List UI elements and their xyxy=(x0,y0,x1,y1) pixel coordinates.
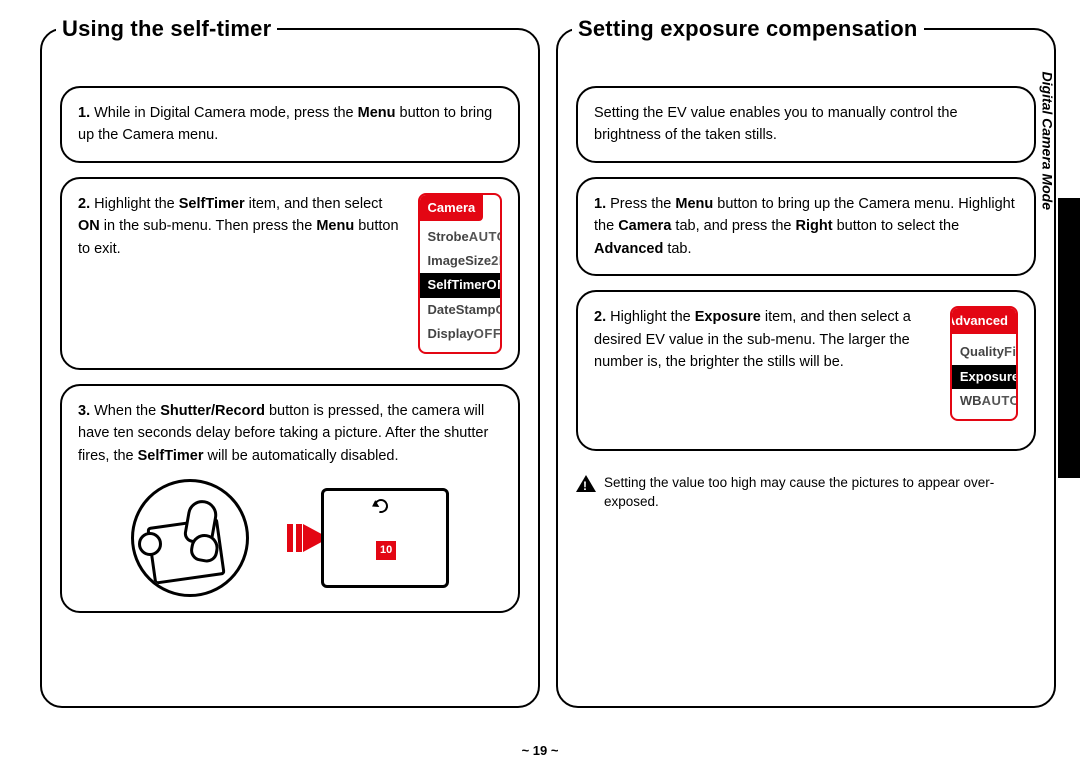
menu-item: DisplayOFF xyxy=(428,322,492,346)
advanced-menu-box: Advanced QualityFine Exposure0 WBAUTO xyxy=(950,306,1018,421)
step-number: 3. xyxy=(78,403,90,419)
step-text: While in Digital Camera mode, press the xyxy=(94,105,358,121)
menu-item: ImageSize2M xyxy=(428,249,492,273)
section-tab xyxy=(1058,198,1080,478)
press-shutter-illustration xyxy=(131,479,249,597)
step-number: 1. xyxy=(594,196,606,212)
warning-note: Setting the value too high may cause the… xyxy=(576,473,1036,512)
menu-item-selected: Exposure0 xyxy=(952,365,1016,389)
lcd-countdown-illustration: 10 xyxy=(321,488,449,588)
intro-block: Setting the EV value enables you to manu… xyxy=(576,86,1036,163)
panel-title: Using the self-timer xyxy=(56,16,277,42)
menu-tab: Camera xyxy=(420,195,484,221)
illustration-row: 10 xyxy=(78,479,502,597)
warning-text: Setting the value too high may cause the… xyxy=(604,473,1036,512)
section-tab-label: Digital Camera Mode xyxy=(1039,72,1055,210)
step-text-block: 2. Highlight the SelfTimer item, and the… xyxy=(78,193,406,260)
step-1: 1. Press the Menu button to bring up the… xyxy=(576,177,1036,276)
arrow-icon xyxy=(263,524,307,552)
panel-exposure-compensation: Setting exposure compensation Setting th… xyxy=(556,28,1056,708)
step-2: 2. Highlight the Exposure item, and then… xyxy=(576,290,1036,451)
step-text-block: 2. Highlight the Exposure item, and then… xyxy=(594,306,938,373)
camera-menu-box: Camera StrobeAUTO ImageSize2M SelfTimerO… xyxy=(418,193,502,354)
step-number: 1. xyxy=(78,105,90,121)
panel-self-timer: Using the self-timer 1. While in Digital… xyxy=(40,28,540,708)
step-1: 1. While in Digital Camera mode, press t… xyxy=(60,86,520,163)
menu-item: WBAUTO xyxy=(960,389,1008,413)
menu-item: DateStampOFF xyxy=(428,298,492,322)
countdown-badge: 10 xyxy=(376,541,396,560)
step-number: 2. xyxy=(594,309,606,325)
menu-item-selected: SelfTimerON xyxy=(420,273,500,297)
step-number: 2. xyxy=(78,196,90,212)
menu-label: Menu xyxy=(358,105,396,121)
intro-text: Setting the EV value enables you to manu… xyxy=(594,105,958,143)
warning-icon xyxy=(576,475,596,492)
manual-page: Using the self-timer 1. While in Digital… xyxy=(0,0,1080,766)
menu-item: StrobeAUTO xyxy=(428,225,492,249)
menu-item: QualityFine xyxy=(960,340,1008,364)
menu-tab: Advanced xyxy=(950,308,1016,334)
page-number: ~ 19 ~ xyxy=(0,743,1080,758)
step-3: 3. When the Shutter/Record button is pre… xyxy=(60,384,520,613)
timer-icon xyxy=(371,497,390,516)
panel-title: Setting exposure compensation xyxy=(572,16,924,42)
step-2: 2. Highlight the SelfTimer item, and the… xyxy=(60,177,520,370)
